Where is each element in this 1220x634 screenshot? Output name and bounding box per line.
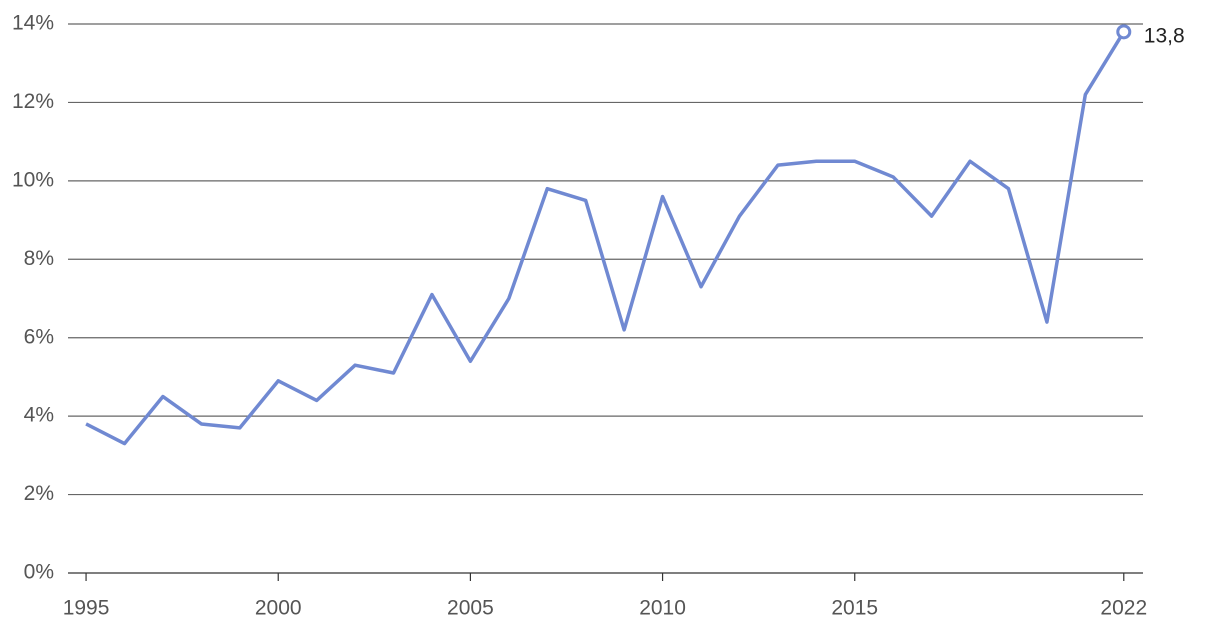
y-tick-label: 2% [24, 482, 54, 505]
x-tick-label: 2015 [831, 597, 878, 620]
y-tick-label: 14% [12, 12, 54, 35]
y-tick-label: 12% [12, 90, 54, 113]
y-tick-label: 6% [24, 325, 54, 348]
x-tick-label: 2005 [447, 597, 494, 620]
x-tick-label: 1995 [63, 597, 110, 620]
y-tick-label: 4% [24, 404, 54, 427]
x-tick-label: 2010 [639, 597, 686, 620]
line [85, 30, 1126, 446]
data-label: 13,8 [1144, 24, 1185, 47]
y-tick-label: 10% [12, 168, 54, 191]
point-marker [1116, 24, 1132, 40]
x-tick-label: 2000 [255, 597, 302, 620]
y-tick-label: 0% [24, 561, 54, 584]
x-tick-label: 2022 [1100, 597, 1147, 620]
y-tick-label: 8% [24, 247, 54, 270]
